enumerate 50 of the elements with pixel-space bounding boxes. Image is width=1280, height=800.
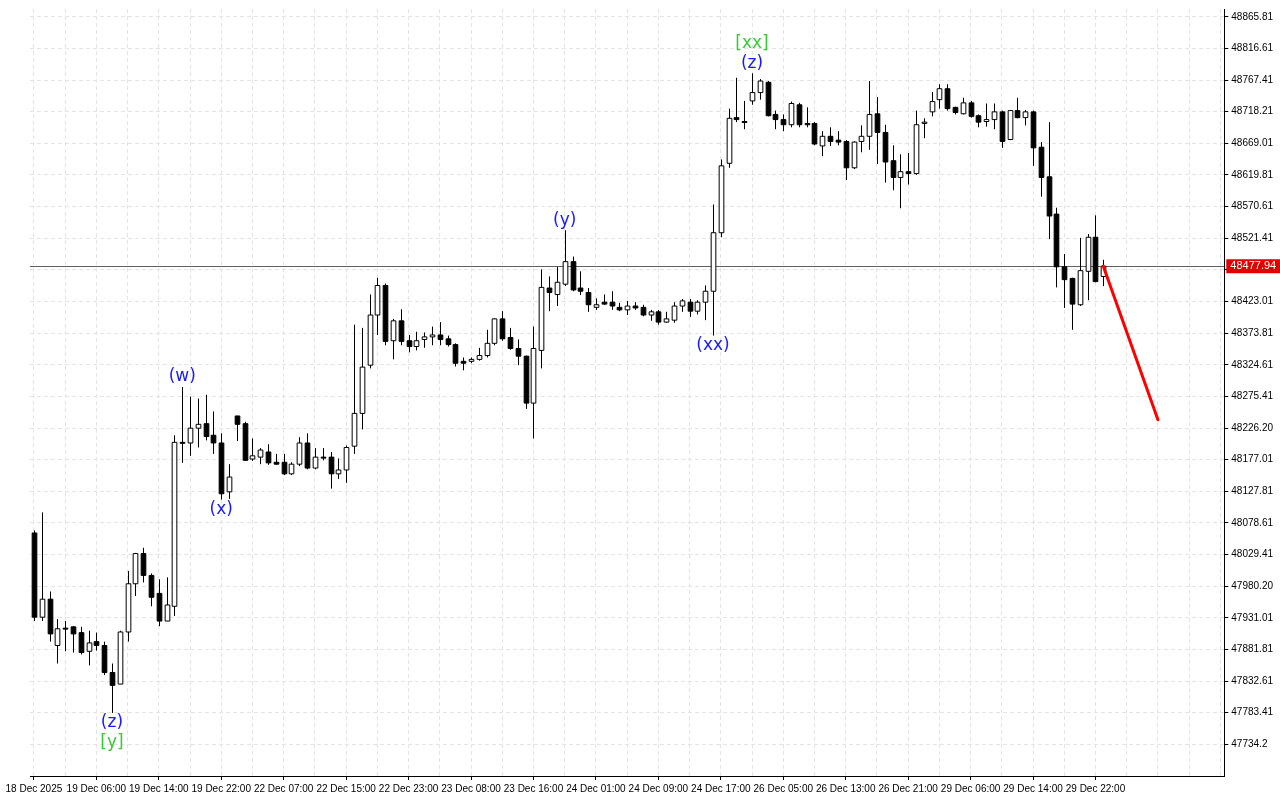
x-tick-label: 26 Dec 21:00 bbox=[878, 782, 939, 794]
x-tick-label: 19 Dec 14:00 bbox=[129, 782, 189, 794]
annotation: (w) bbox=[168, 365, 196, 386]
y-tick-label: 47881.81 bbox=[1231, 643, 1274, 655]
y-tick-label: 48521.41 bbox=[1231, 232, 1274, 244]
y-tick-label: 48373.81 bbox=[1231, 326, 1274, 338]
y-tick-label: 47783.41 bbox=[1231, 706, 1274, 718]
x-tick-label: 18 Dec 2025 bbox=[5, 782, 63, 794]
y-tick-label: 48226.20 bbox=[1231, 421, 1274, 433]
x-tick-label: 26 Dec 05:00 bbox=[753, 782, 814, 794]
y-tick-label: 48127.81 bbox=[1231, 485, 1274, 497]
x-tick-label: 29 Dec 22:00 bbox=[1065, 782, 1126, 794]
ref-line-label: 48477.94 bbox=[1230, 259, 1277, 272]
y-tick-label: 48078.61 bbox=[1231, 516, 1274, 528]
x-tick-label: 29 Dec 06:00 bbox=[940, 782, 1001, 794]
annotation: (x) bbox=[209, 497, 233, 518]
y-tick-label: 47734.2 bbox=[1231, 738, 1268, 750]
y-tick-label: 48669.01 bbox=[1231, 137, 1274, 149]
y-tick-label: 48324.61 bbox=[1231, 358, 1274, 370]
x-tick-label: 26 Dec 13:00 bbox=[815, 782, 876, 794]
x-tick-label: 22 Dec 15:00 bbox=[316, 782, 377, 794]
y-tick-label: 48718.21 bbox=[1231, 105, 1274, 117]
annotation: (z) bbox=[100, 711, 124, 732]
y-tick-label: 48177.01 bbox=[1231, 453, 1274, 465]
annotation: (y) bbox=[553, 208, 577, 229]
x-tick-label: 24 Dec 01:00 bbox=[566, 782, 627, 794]
y-tick-label: 48423.01 bbox=[1231, 295, 1274, 307]
annotation: [y] bbox=[100, 731, 124, 752]
y-tick-label: 48816.61 bbox=[1231, 42, 1274, 54]
y-tick-label: 47832.61 bbox=[1231, 674, 1274, 686]
x-tick-label: 24 Dec 09:00 bbox=[628, 782, 689, 794]
x-tick-label: 23 Dec 08:00 bbox=[441, 782, 502, 794]
annotation: (xx) bbox=[696, 334, 730, 355]
y-tick-label: 48029.41 bbox=[1231, 548, 1274, 560]
x-tick-label: 22 Dec 23:00 bbox=[378, 782, 439, 794]
y-tick-label: 47931.01 bbox=[1231, 611, 1274, 623]
annotation: [xx] bbox=[735, 31, 769, 52]
x-tick-label: 19 Dec 22:00 bbox=[191, 782, 252, 794]
y-tick-label: 48767.41 bbox=[1231, 73, 1274, 85]
x-tick-label: 22 Dec 07:00 bbox=[253, 782, 314, 794]
y-tick-label: 48619.81 bbox=[1231, 168, 1274, 180]
y-tick-label: 48570.61 bbox=[1231, 200, 1274, 212]
x-tick-label: 29 Dec 14:00 bbox=[1003, 782, 1064, 794]
y-tick-label: 48865.81 bbox=[1231, 10, 1274, 22]
x-tick-label: 23 Dec 16:00 bbox=[503, 782, 564, 794]
x-tick-label: 24 Dec 17:00 bbox=[691, 782, 751, 794]
x-tick-label: 19 Dec 06:00 bbox=[66, 782, 127, 794]
y-tick-label: 48275.41 bbox=[1231, 390, 1274, 402]
annotation: (z) bbox=[740, 51, 764, 72]
y-tick-label: 47980.20 bbox=[1231, 579, 1274, 591]
